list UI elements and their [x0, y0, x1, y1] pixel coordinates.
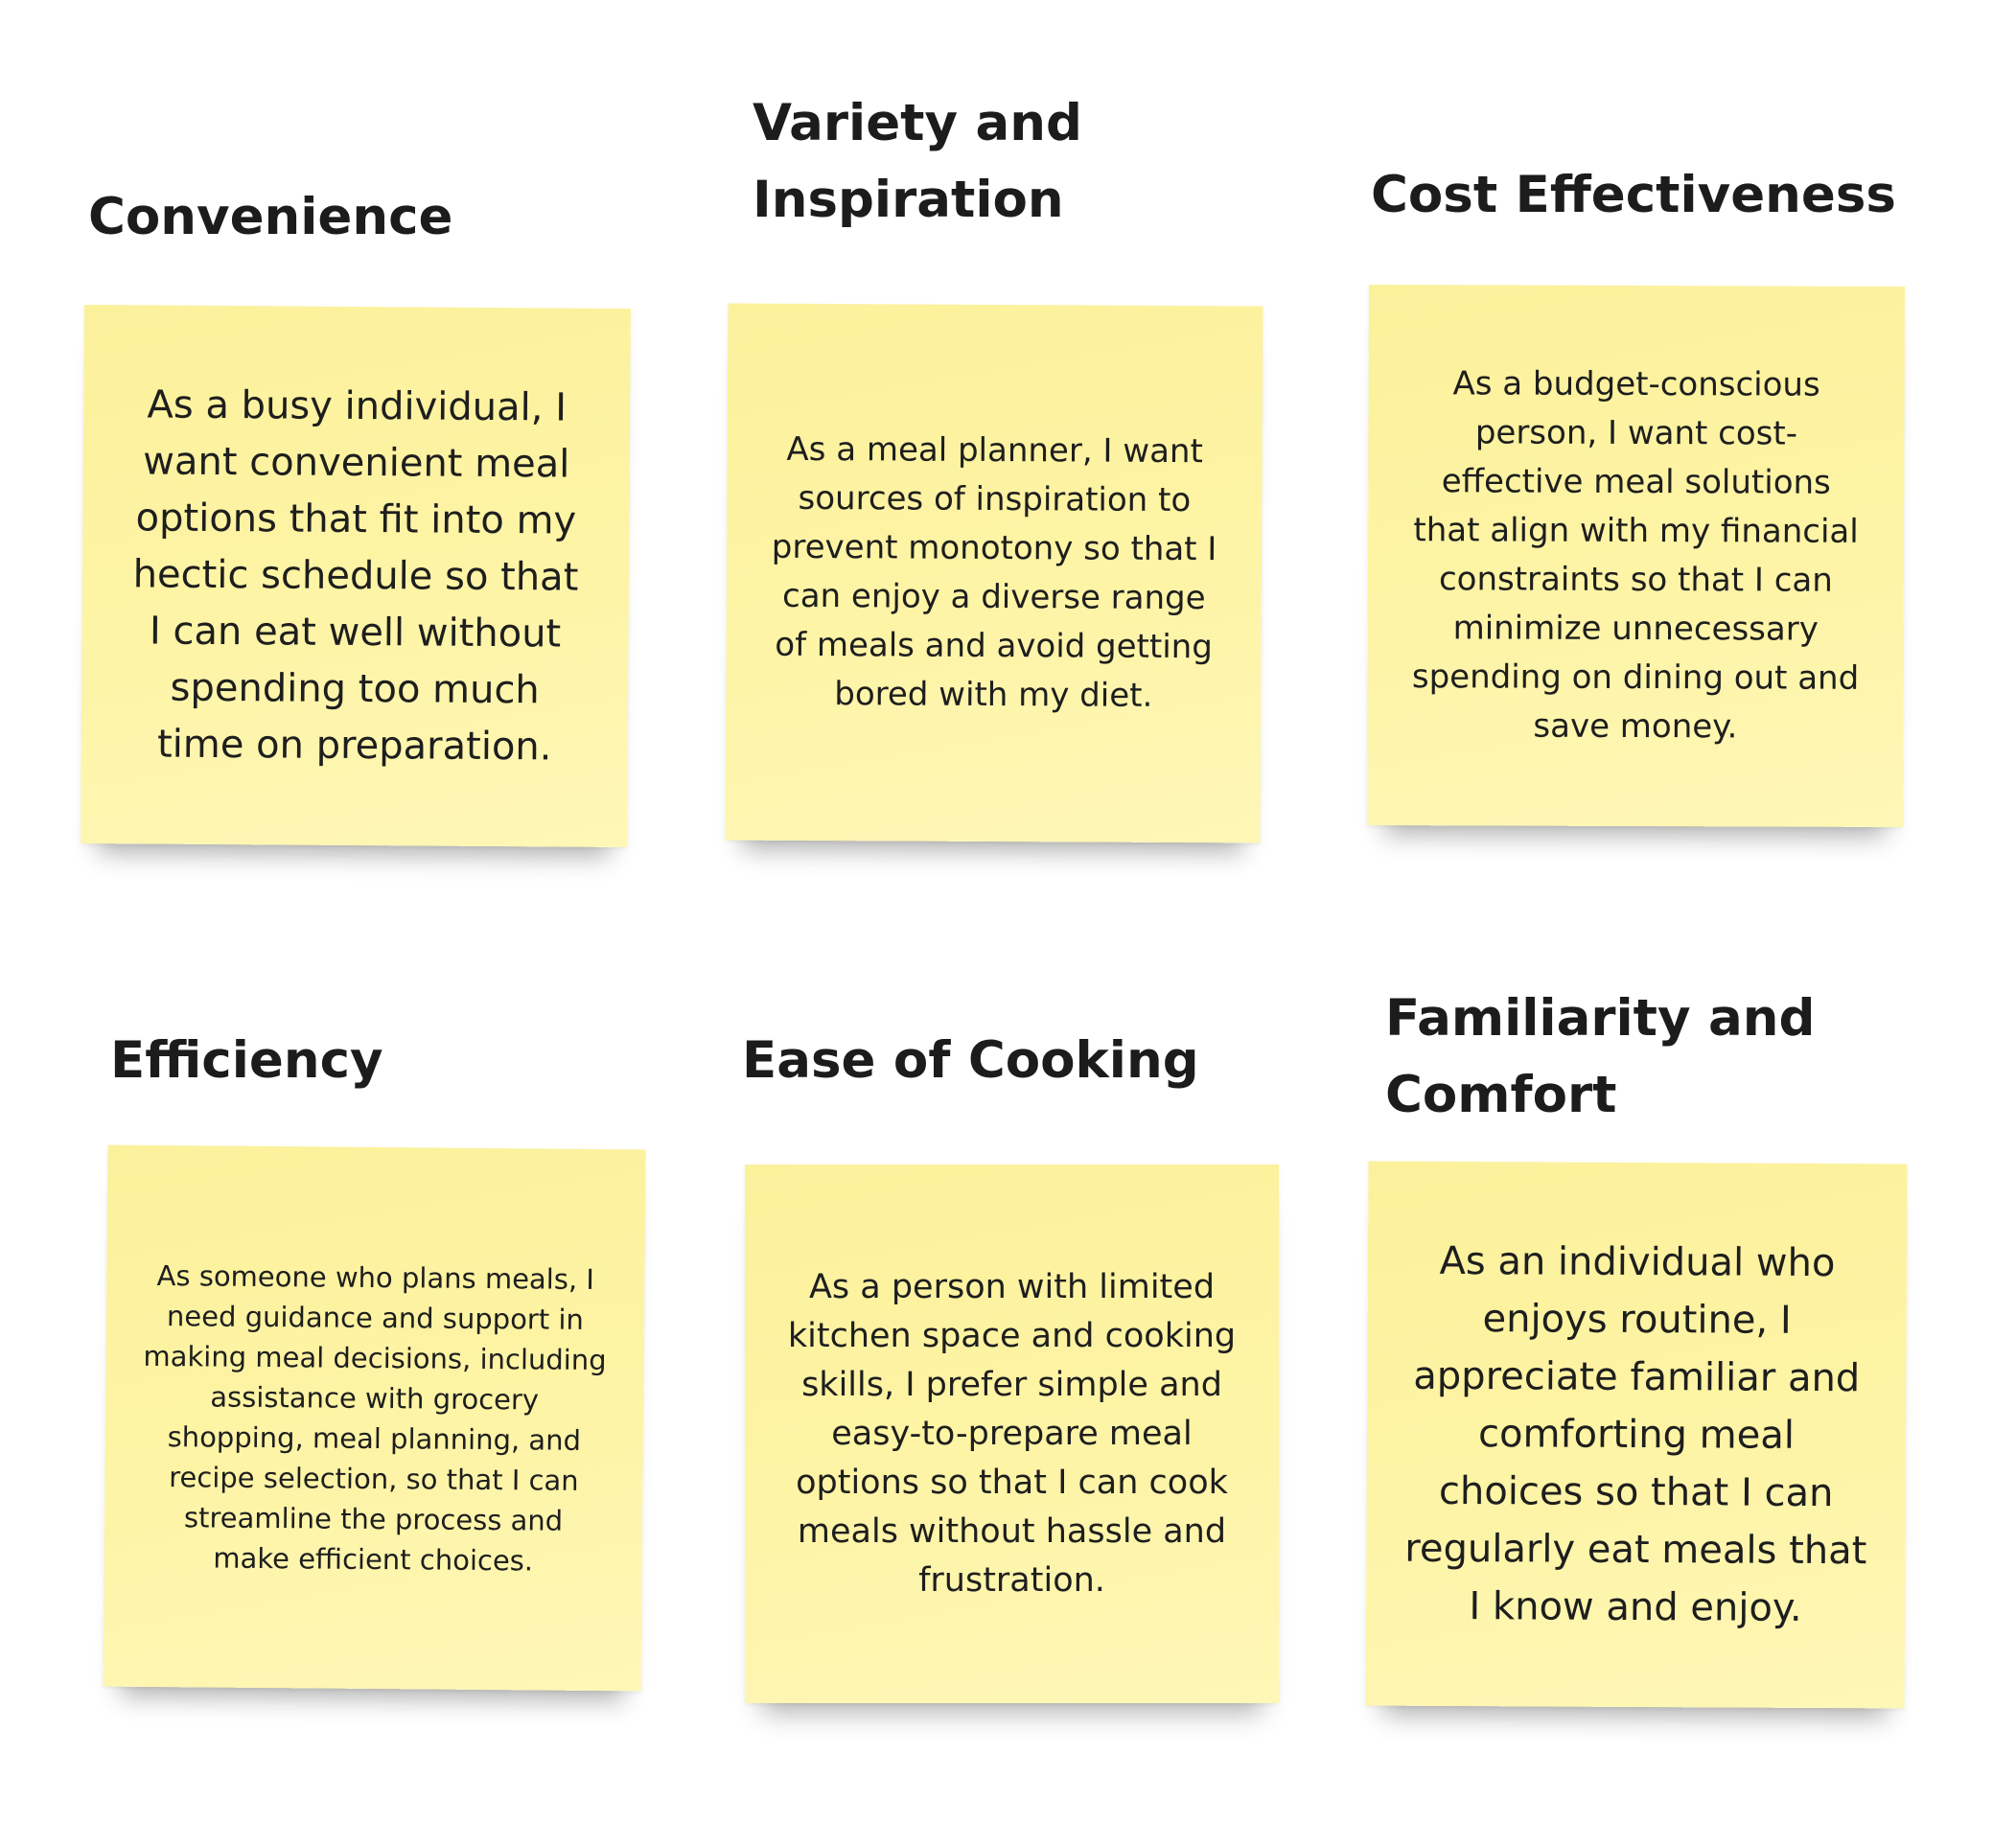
note-line: I can eat well without: [149, 609, 562, 656]
note-line: As a budget-conscious: [1452, 364, 1820, 404]
note-line: effective meal solutions: [1441, 462, 1831, 502]
note-line: frustration.: [918, 1560, 1105, 1600]
note-line: As a busy individual, I: [147, 381, 568, 430]
heading-line: Familiarity and: [1385, 989, 1816, 1048]
sticky-note-ease-of-cooking[interactable]: As a person with limited kitchen space a…: [745, 1165, 1279, 1703]
note-line: can enjoy a diverse range: [781, 576, 1206, 618]
note-line: hectic schedule so that: [132, 551, 579, 600]
note-line: of meals and avoid getting: [775, 625, 1213, 667]
note-line: options that fit into my: [135, 495, 577, 543]
note-line: recipe selection, so that I can: [169, 1460, 579, 1497]
note-line: sources of inspiration to: [798, 478, 1192, 520]
heading-line: Variety and: [753, 94, 1082, 152]
note-line: make efficient choices.: [213, 1541, 534, 1577]
note-line: spending on dining out and: [1411, 657, 1860, 698]
heading-line: Ease of Cooking: [742, 1031, 1199, 1090]
sticky-note-efficiency[interactable]: As someone who plans meals, I need guida…: [103, 1144, 646, 1692]
note-line: choices so that I can: [1438, 1468, 1834, 1516]
sticky-note-text: As an individual who enjoys routine, I a…: [1404, 1233, 1868, 1638]
heading-line: Efficiency: [110, 1031, 383, 1090]
heading-variety-and-inspiration: Variety and Inspiration: [753, 85, 1082, 238]
note-line: options so that I can cook: [796, 1463, 1228, 1502]
note-line: constraints so that I can: [1438, 560, 1833, 600]
sticky-note-text: As a budget-conscious person, I want cos…: [1412, 359, 1861, 752]
note-line: minimize unnecessary: [1452, 609, 1819, 649]
note-line: want convenient meal: [143, 438, 570, 487]
note-line: assistance with grocery: [210, 1380, 540, 1416]
heading-efficiency: Efficiency: [110, 1023, 383, 1099]
note-line: comforting meal: [1477, 1412, 1796, 1458]
sticky-note-cost-effectiveness[interactable]: As a budget-conscious person, I want cos…: [1367, 285, 1905, 827]
sticky-note-variety-and-inspiration[interactable]: As a meal planner, I want sources of ins…: [725, 303, 1263, 843]
sticky-note-convenience[interactable]: As a busy individual, I want convenient …: [81, 305, 631, 847]
sticky-note-familiarity-and-comfort[interactable]: As an individual who enjoys routine, I a…: [1365, 1161, 1908, 1709]
note-line: As someone who plans meals, I: [156, 1258, 595, 1296]
note-line: As a meal planner, I want: [786, 429, 1203, 472]
note-line: making meal decisions, including: [143, 1339, 607, 1376]
heading-familiarity-and-comfort: Familiarity and Comfort: [1385, 980, 1815, 1133]
note-line: meals without hassle and: [797, 1511, 1227, 1551]
heading-line: Inspiration: [753, 170, 1064, 229]
note-line: As a person with limited: [808, 1267, 1216, 1306]
note-line: bored with my diet.: [834, 675, 1153, 715]
note-line: kitchen space and cooking: [787, 1316, 1237, 1355]
heading-ease-of-cooking: Ease of Cooking: [742, 1023, 1199, 1099]
note-line: As an individual who: [1439, 1238, 1836, 1286]
sticky-note-text: As a meal planner, I want sources of ins…: [771, 426, 1217, 721]
note-line: save money.: [1533, 706, 1738, 747]
note-line: shopping, meal planning, and: [167, 1419, 582, 1457]
heading-line: Comfort: [1385, 1065, 1617, 1124]
note-line: need guidance and support in: [166, 1299, 584, 1336]
note-line: time on preparation.: [156, 722, 552, 769]
heading-line: Convenience: [88, 188, 453, 246]
sticky-note-text: As a busy individual, I want convenient …: [131, 377, 580, 775]
note-line: prevent monotony so that I: [771, 527, 1217, 569]
heading-convenience: Convenience: [88, 179, 452, 256]
sticky-note-text: As someone who plans meals, I need guida…: [141, 1255, 607, 1580]
note-line: streamline the process and: [183, 1500, 564, 1537]
note-line: I know and enjoy.: [1469, 1584, 1802, 1630]
note-line: that align with my financial: [1413, 511, 1859, 551]
note-line: skills, I prefer simple and: [801, 1365, 1222, 1404]
note-line: enjoys routine, I: [1482, 1297, 1792, 1343]
sticky-note-text: As a person with limited kitchen space a…: [788, 1263, 1236, 1605]
note-line: easy-to-prepare meal: [831, 1414, 1193, 1453]
note-line: regularly eat meals that: [1404, 1526, 1867, 1574]
note-line: person, I want cost-: [1474, 413, 1798, 453]
note-line: spending too much: [170, 665, 540, 712]
heading-line: Cost Effectiveness: [1371, 166, 1896, 224]
note-line: appreciate familiar and: [1413, 1353, 1861, 1401]
heading-cost-effectiveness: Cost Effectiveness: [1371, 157, 1896, 234]
